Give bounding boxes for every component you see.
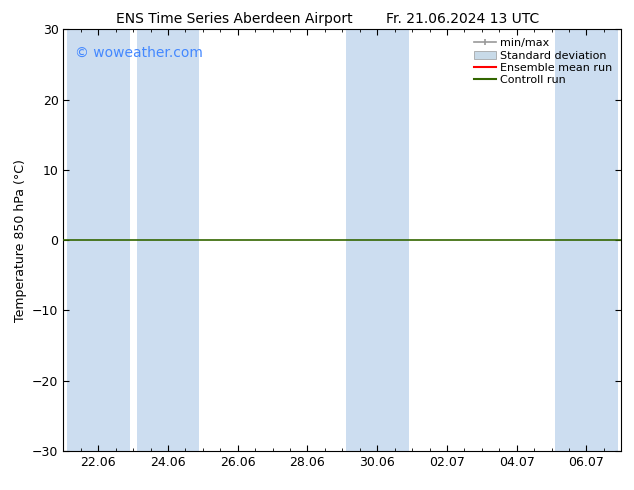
Bar — [67, 29, 130, 451]
Bar — [137, 29, 199, 451]
Bar — [555, 29, 618, 451]
Legend: min/max, Standard deviation, Ensemble mean run, Controll run: min/max, Standard deviation, Ensemble me… — [470, 35, 616, 88]
Text: ENS Time Series Aberdeen Airport: ENS Time Series Aberdeen Airport — [116, 12, 353, 26]
Text: Fr. 21.06.2024 13 UTC: Fr. 21.06.2024 13 UTC — [386, 12, 540, 26]
Y-axis label: Temperature 850 hPa (°C): Temperature 850 hPa (°C) — [13, 159, 27, 321]
Bar — [346, 29, 408, 451]
Text: © woweather.com: © woweather.com — [75, 46, 202, 60]
